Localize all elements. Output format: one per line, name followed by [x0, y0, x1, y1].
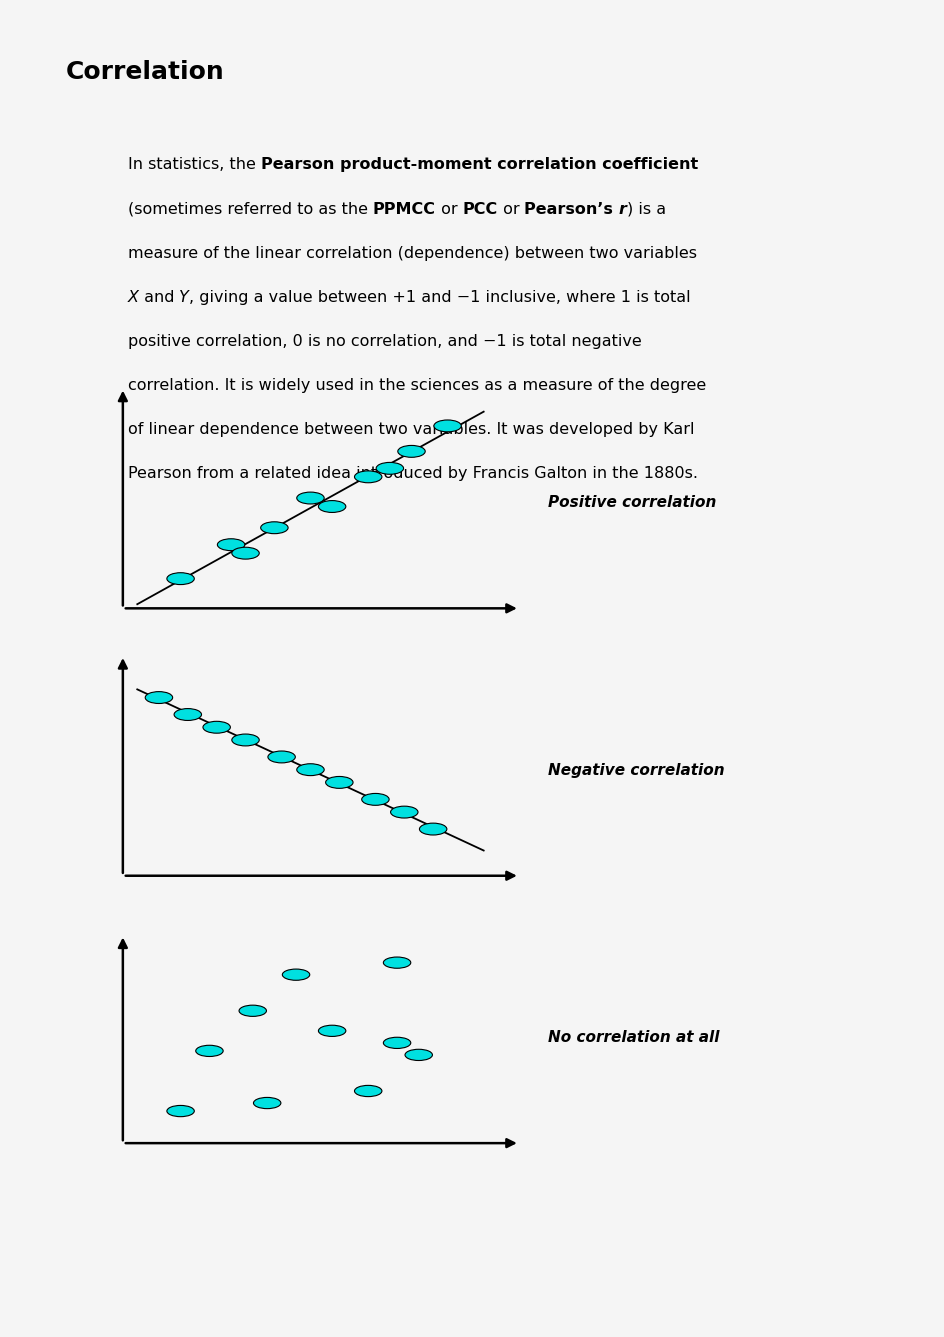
Ellipse shape [397, 445, 425, 457]
Ellipse shape [318, 500, 346, 512]
Text: Pearson from a related idea introduced by Francis Galton in the 1880s.: Pearson from a related idea introduced b… [127, 467, 697, 481]
Ellipse shape [296, 492, 324, 504]
Ellipse shape [261, 521, 288, 533]
Text: PPMCC: PPMCC [372, 202, 435, 217]
Text: (sometimes referred to as the: (sometimes referred to as the [127, 202, 372, 217]
Ellipse shape [383, 957, 411, 968]
Ellipse shape [326, 777, 353, 789]
Ellipse shape [383, 1038, 411, 1048]
Ellipse shape [433, 420, 461, 432]
Text: or: or [497, 202, 524, 217]
Ellipse shape [167, 1106, 194, 1116]
Text: ) is a: ) is a [626, 202, 666, 217]
Text: Pearson product-moment correlation coefficient: Pearson product-moment correlation coeff… [261, 158, 697, 172]
Ellipse shape [167, 572, 194, 584]
Ellipse shape [195, 1046, 223, 1056]
Ellipse shape [354, 1086, 381, 1096]
Text: of linear dependence between two variables. It was developed by Karl: of linear dependence between two variabl… [127, 422, 693, 437]
Text: Negative correlation: Negative correlation [548, 762, 724, 778]
Ellipse shape [282, 969, 310, 980]
Text: Y: Y [179, 290, 189, 305]
Ellipse shape [318, 1025, 346, 1036]
Text: or: or [435, 202, 462, 217]
Ellipse shape [145, 691, 173, 703]
Ellipse shape [174, 709, 201, 721]
Text: Correlation: Correlation [66, 60, 225, 84]
Ellipse shape [239, 1005, 266, 1016]
Ellipse shape [354, 471, 381, 483]
Text: Pearson’s: Pearson’s [524, 202, 618, 217]
Ellipse shape [419, 824, 447, 836]
Ellipse shape [203, 722, 230, 733]
Text: r: r [618, 202, 626, 217]
Text: positive correlation, 0 is no correlation, and −1 is total negative: positive correlation, 0 is no correlatio… [127, 334, 641, 349]
Ellipse shape [376, 463, 403, 475]
Text: In statistics, the: In statistics, the [127, 158, 261, 172]
Text: Positive correlation: Positive correlation [548, 495, 716, 511]
Ellipse shape [405, 1050, 432, 1060]
Text: measure of the linear correlation (dependence) between two variables: measure of the linear correlation (depen… [127, 246, 696, 261]
Text: PCC: PCC [462, 202, 497, 217]
Ellipse shape [362, 793, 389, 805]
Text: No correlation at all: No correlation at all [548, 1029, 718, 1046]
Ellipse shape [390, 806, 417, 818]
Text: X: X [127, 290, 139, 305]
Text: and: and [139, 290, 179, 305]
Ellipse shape [231, 734, 259, 746]
Ellipse shape [253, 1098, 280, 1108]
Text: , giving a value between +1 and −1 inclusive, where 1 is total: , giving a value between +1 and −1 inclu… [189, 290, 690, 305]
Ellipse shape [267, 751, 295, 763]
Text: correlation. It is widely used in the sciences as a measure of the degree: correlation. It is widely used in the sc… [127, 378, 705, 393]
Ellipse shape [217, 539, 244, 551]
Ellipse shape [231, 547, 259, 559]
Ellipse shape [296, 763, 324, 775]
